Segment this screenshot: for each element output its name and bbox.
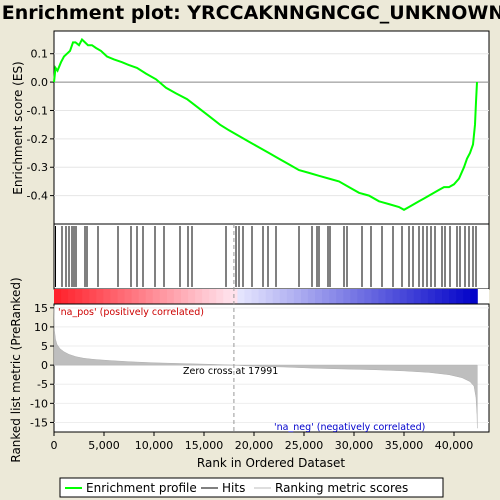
colorbar-segment xyxy=(216,289,224,304)
colorbar-segment xyxy=(54,289,62,304)
colorbar-segment xyxy=(300,289,309,304)
x-tick-label: 35,000 xyxy=(385,439,424,452)
colorbar-segment xyxy=(392,289,401,304)
legend-label-ranking: Ranking metric scores xyxy=(275,481,408,495)
colorbar-segment xyxy=(307,289,316,304)
colorbar-segment xyxy=(427,289,436,304)
colorbar-segment xyxy=(449,289,457,304)
legend-label-hits: Hits xyxy=(222,481,245,495)
colorbar-segment xyxy=(145,289,154,304)
colorbar-segment xyxy=(336,289,344,304)
colorbar-segment xyxy=(159,289,168,304)
colorbar-segment xyxy=(251,289,260,304)
x-tick-label: 10,000 xyxy=(135,439,174,452)
colorbar-segment xyxy=(75,289,83,304)
colorbar-segment xyxy=(322,289,330,304)
es-y-tick-label: -0.4 xyxy=(27,190,48,203)
es-y-axis-label: Enrichment score (ES) xyxy=(11,61,25,194)
colorbar-segment xyxy=(357,289,365,304)
x-tick-label: 25,000 xyxy=(285,439,324,452)
colorbar-segment xyxy=(399,289,408,304)
colorbar-segment xyxy=(223,289,231,304)
colorbar-segment xyxy=(138,289,147,304)
chart-title: Enrichment plot: YRCCAKNNGNCGC_UNKNOWN xyxy=(2,2,500,24)
x-axis-label: Rank in Ordered Dataset xyxy=(197,456,345,470)
rl-y-axis-label: Ranked list metric (PreRanked) xyxy=(9,277,23,462)
rank-colorbar xyxy=(54,289,478,304)
colorbar-segment xyxy=(293,289,302,304)
x-tick-label: 5,000 xyxy=(88,439,120,452)
x-tick-label: 15,000 xyxy=(185,439,224,452)
colorbar-segment xyxy=(173,289,182,304)
legend-label-enrichment: Enrichment profile xyxy=(86,481,197,495)
es-y-tick-label: -0.3 xyxy=(27,161,48,174)
colorbar-segment xyxy=(406,289,415,304)
colorbar-segment xyxy=(272,289,281,304)
colorbar-segment xyxy=(343,289,351,304)
colorbar-segment xyxy=(470,289,478,304)
colorbar-segment xyxy=(103,289,111,304)
colorbar-segment xyxy=(350,289,358,304)
colorbar-segment xyxy=(117,289,126,304)
na-neg-label: 'na_neg' (negatively correlated) xyxy=(274,422,425,433)
hits-panel xyxy=(53,223,490,290)
colorbar-segment xyxy=(124,289,133,304)
colorbar-segment xyxy=(202,289,210,304)
zero-cross-label: Zero cross at 17991 xyxy=(183,366,278,377)
es-y-tick-label: -0.2 xyxy=(27,133,48,146)
colorbar-segment xyxy=(61,289,69,304)
colorbar-segment xyxy=(195,289,203,304)
rl-y-tick-label: 15 xyxy=(34,302,48,315)
colorbar-segment xyxy=(413,289,422,304)
rl-y-tick-label: -5 xyxy=(37,378,48,391)
colorbar-segment xyxy=(110,289,118,304)
colorbar-segment xyxy=(286,289,295,304)
x-tick-label: 40,000 xyxy=(435,439,474,452)
colorbar-segment xyxy=(385,289,394,304)
colorbar-segment xyxy=(279,289,288,304)
colorbar-segment xyxy=(180,289,189,304)
na-pos-label: 'na_pos' (positively correlated) xyxy=(58,307,204,318)
x-tick-label: 30,000 xyxy=(335,439,374,452)
colorbar-segment xyxy=(152,289,161,304)
colorbar-segment xyxy=(315,289,323,304)
rl-y-tick-label: -15 xyxy=(30,416,48,429)
colorbar-segment xyxy=(89,289,97,304)
colorbar-segment xyxy=(131,289,140,304)
rl-y-tick-label: 5 xyxy=(41,340,48,353)
colorbar-segment xyxy=(68,289,76,304)
colorbar-segment xyxy=(420,289,429,304)
colorbar-segment xyxy=(258,289,267,304)
colorbar-segment xyxy=(378,289,387,304)
rl-y-tick-label: 10 xyxy=(34,321,48,334)
es-y-tick-label: 0.1 xyxy=(31,48,49,61)
colorbar-segment xyxy=(237,289,245,304)
colorbar-segment xyxy=(209,289,217,304)
enrichment-profile-line xyxy=(53,37,478,211)
colorbar-segment xyxy=(463,289,471,304)
colorbar-segment xyxy=(442,289,450,304)
colorbar-segment xyxy=(265,289,274,304)
colorbar-segment xyxy=(82,289,90,304)
colorbar-segment xyxy=(456,289,464,304)
colorbar-segment xyxy=(371,289,380,304)
colorbar-segment xyxy=(96,289,104,304)
legend-box xyxy=(59,477,444,498)
colorbar-segment xyxy=(364,289,372,304)
x-tick-label: 0 xyxy=(51,439,58,452)
es-y-tick-label: 0.0 xyxy=(31,76,49,89)
rl-y-tick-label: 0 xyxy=(41,359,48,372)
colorbar-segment xyxy=(188,289,196,304)
colorbar-segment xyxy=(166,289,175,304)
es-y-tick-label: -0.1 xyxy=(27,104,48,117)
x-tick-label: 20,000 xyxy=(235,439,274,452)
colorbar-segment xyxy=(434,289,443,304)
colorbar-segment xyxy=(244,289,253,304)
colorbar-segment xyxy=(329,289,337,304)
rl-y-tick-label: -10 xyxy=(30,397,48,410)
enrichment-panel xyxy=(53,30,490,225)
